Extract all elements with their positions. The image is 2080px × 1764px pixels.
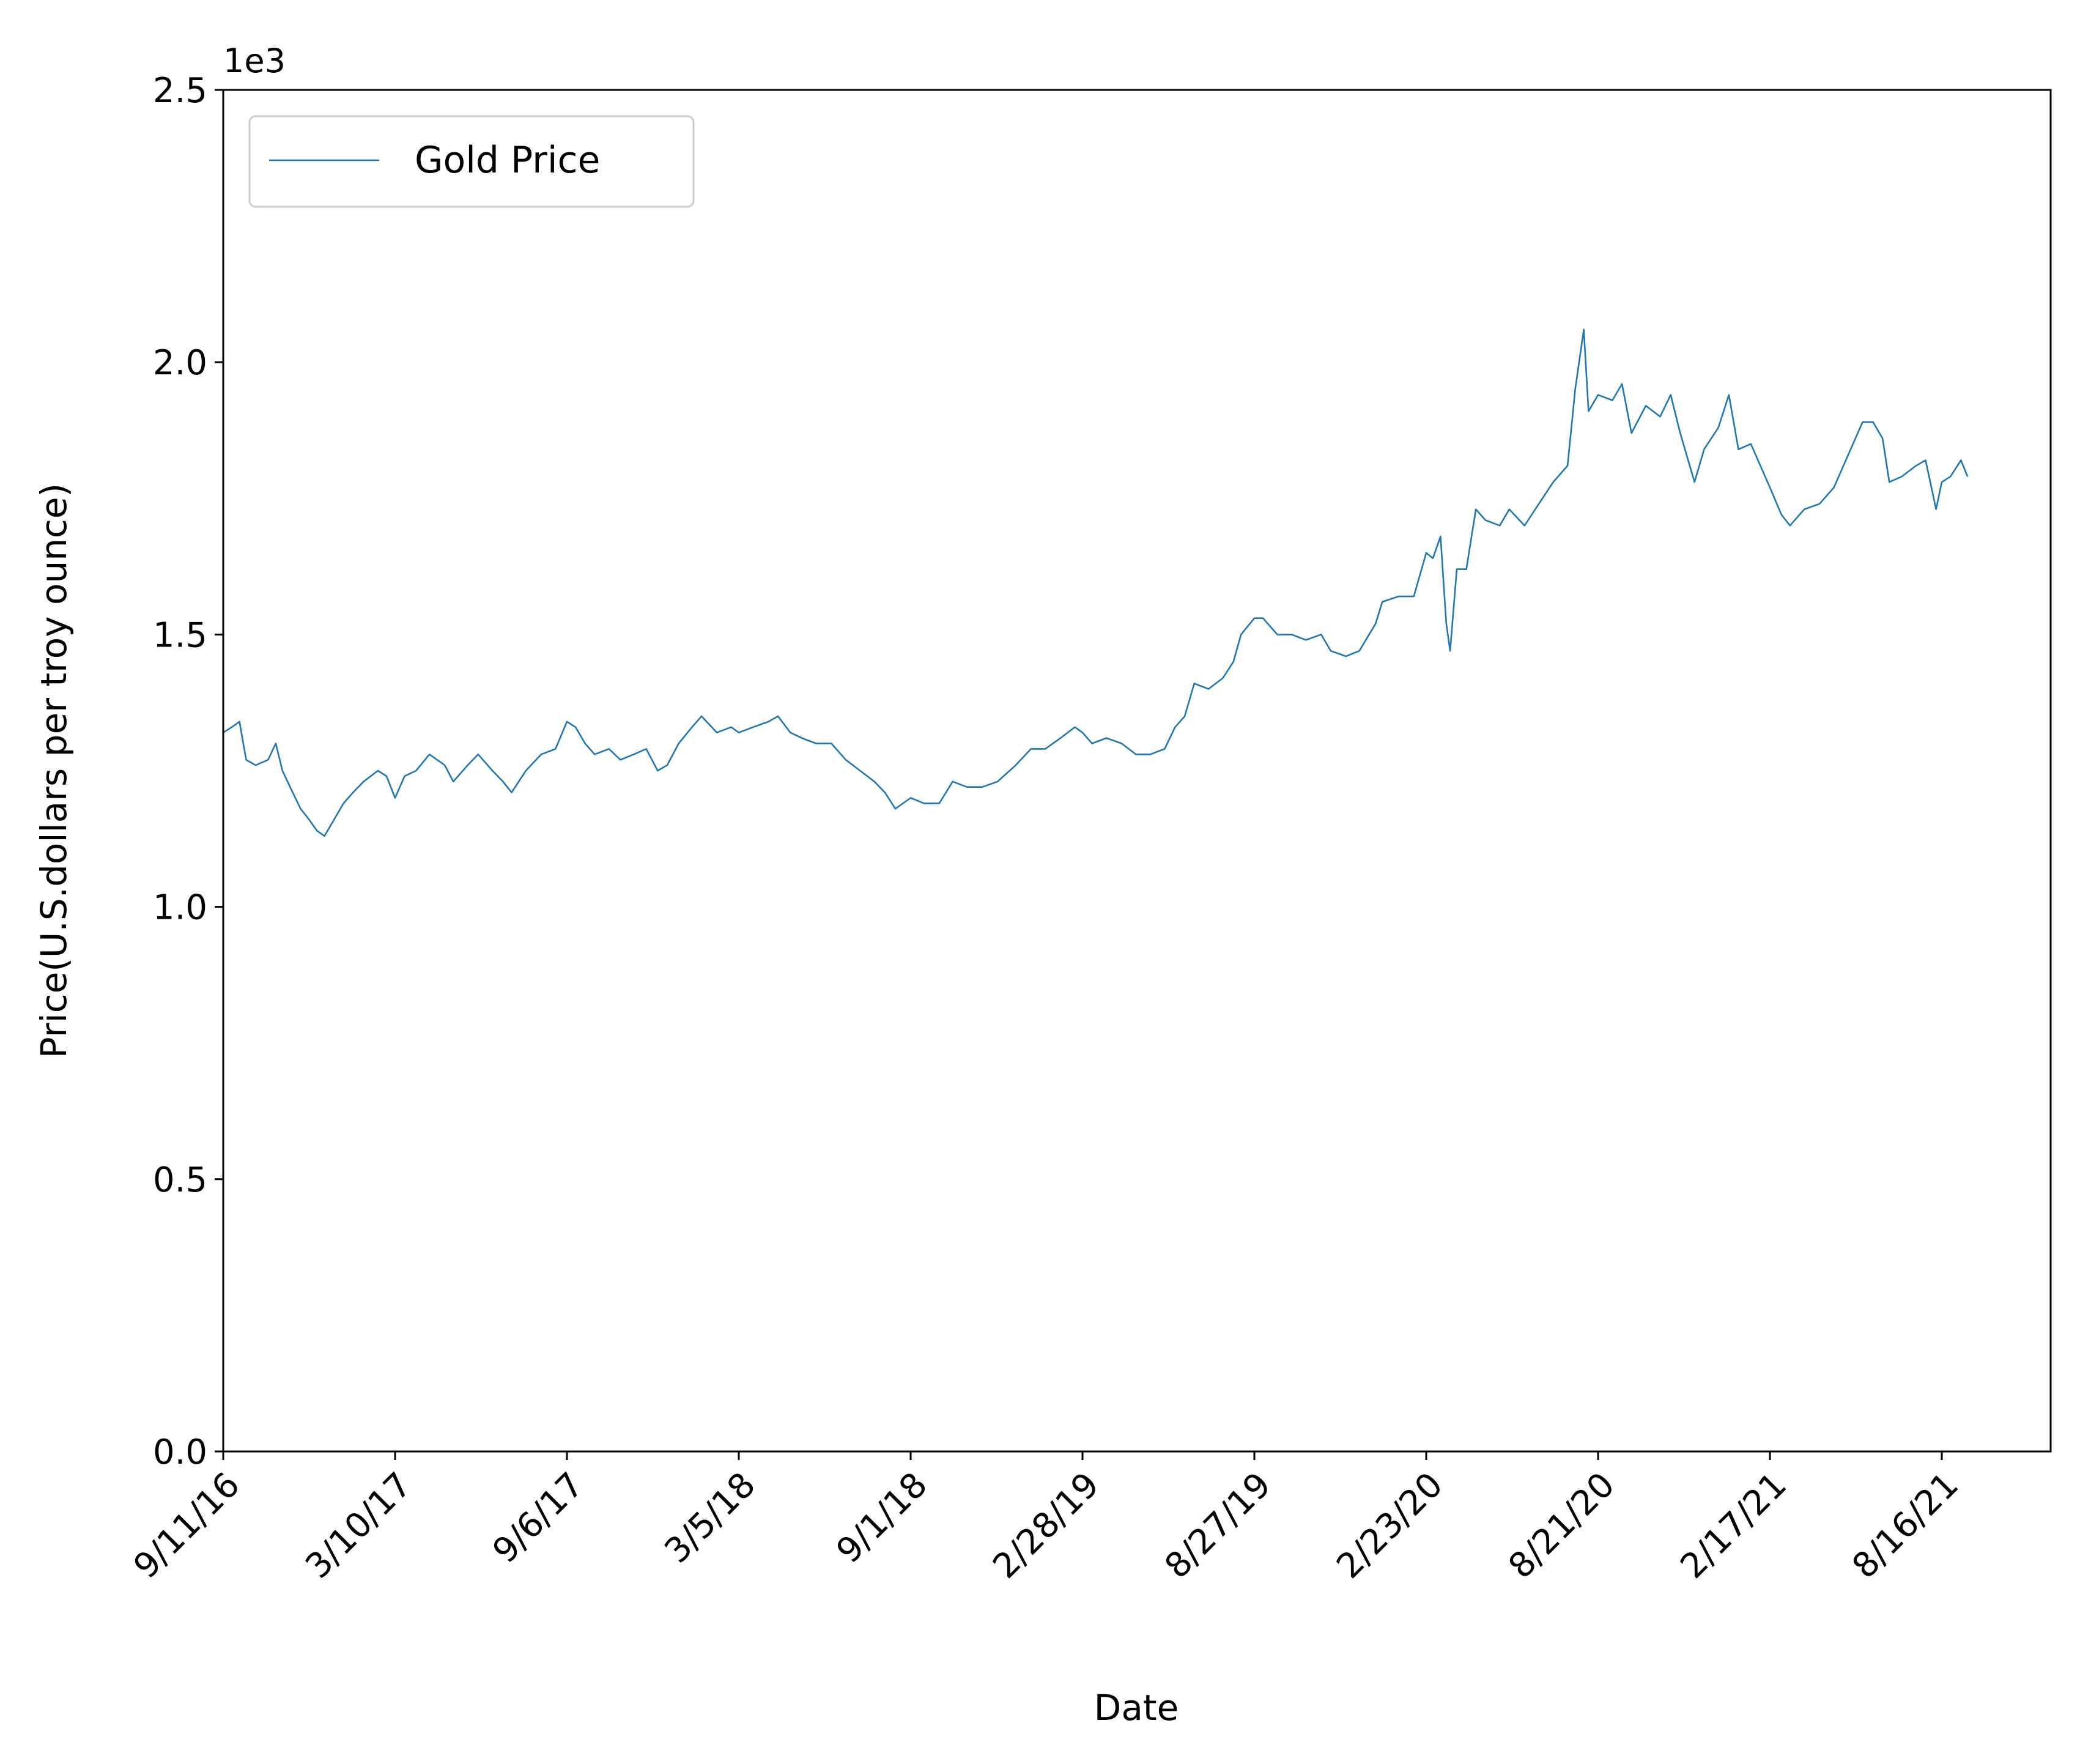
legend-label-gold-price: Gold Price — [415, 139, 600, 182]
series-line-gold-price — [223, 328, 1969, 837]
y-axis-label: Price(U.S.dollars per troy ounce) — [33, 483, 75, 1058]
axes-frame — [222, 89, 2052, 1453]
y-tick-label: 2.0 — [153, 343, 207, 383]
plot-area — [222, 89, 2052, 1453]
x-axis-label: Date — [1094, 1687, 1179, 1729]
y-tick-label: 0.0 — [153, 1432, 207, 1472]
y-tick-label: 2.5 — [153, 71, 207, 111]
legend: Gold Price — [248, 115, 695, 208]
y-tick-label: 0.5 — [153, 1160, 207, 1200]
legend-box — [248, 115, 695, 208]
y-tick-label: 1.5 — [153, 615, 207, 655]
y-axis-offset-label: 1e3 — [223, 42, 286, 80]
y-axis: 0.0 0.5 1.0 1.5 2.0 2.5 — [153, 71, 223, 1472]
y-tick-label: 1.0 — [153, 888, 207, 928]
